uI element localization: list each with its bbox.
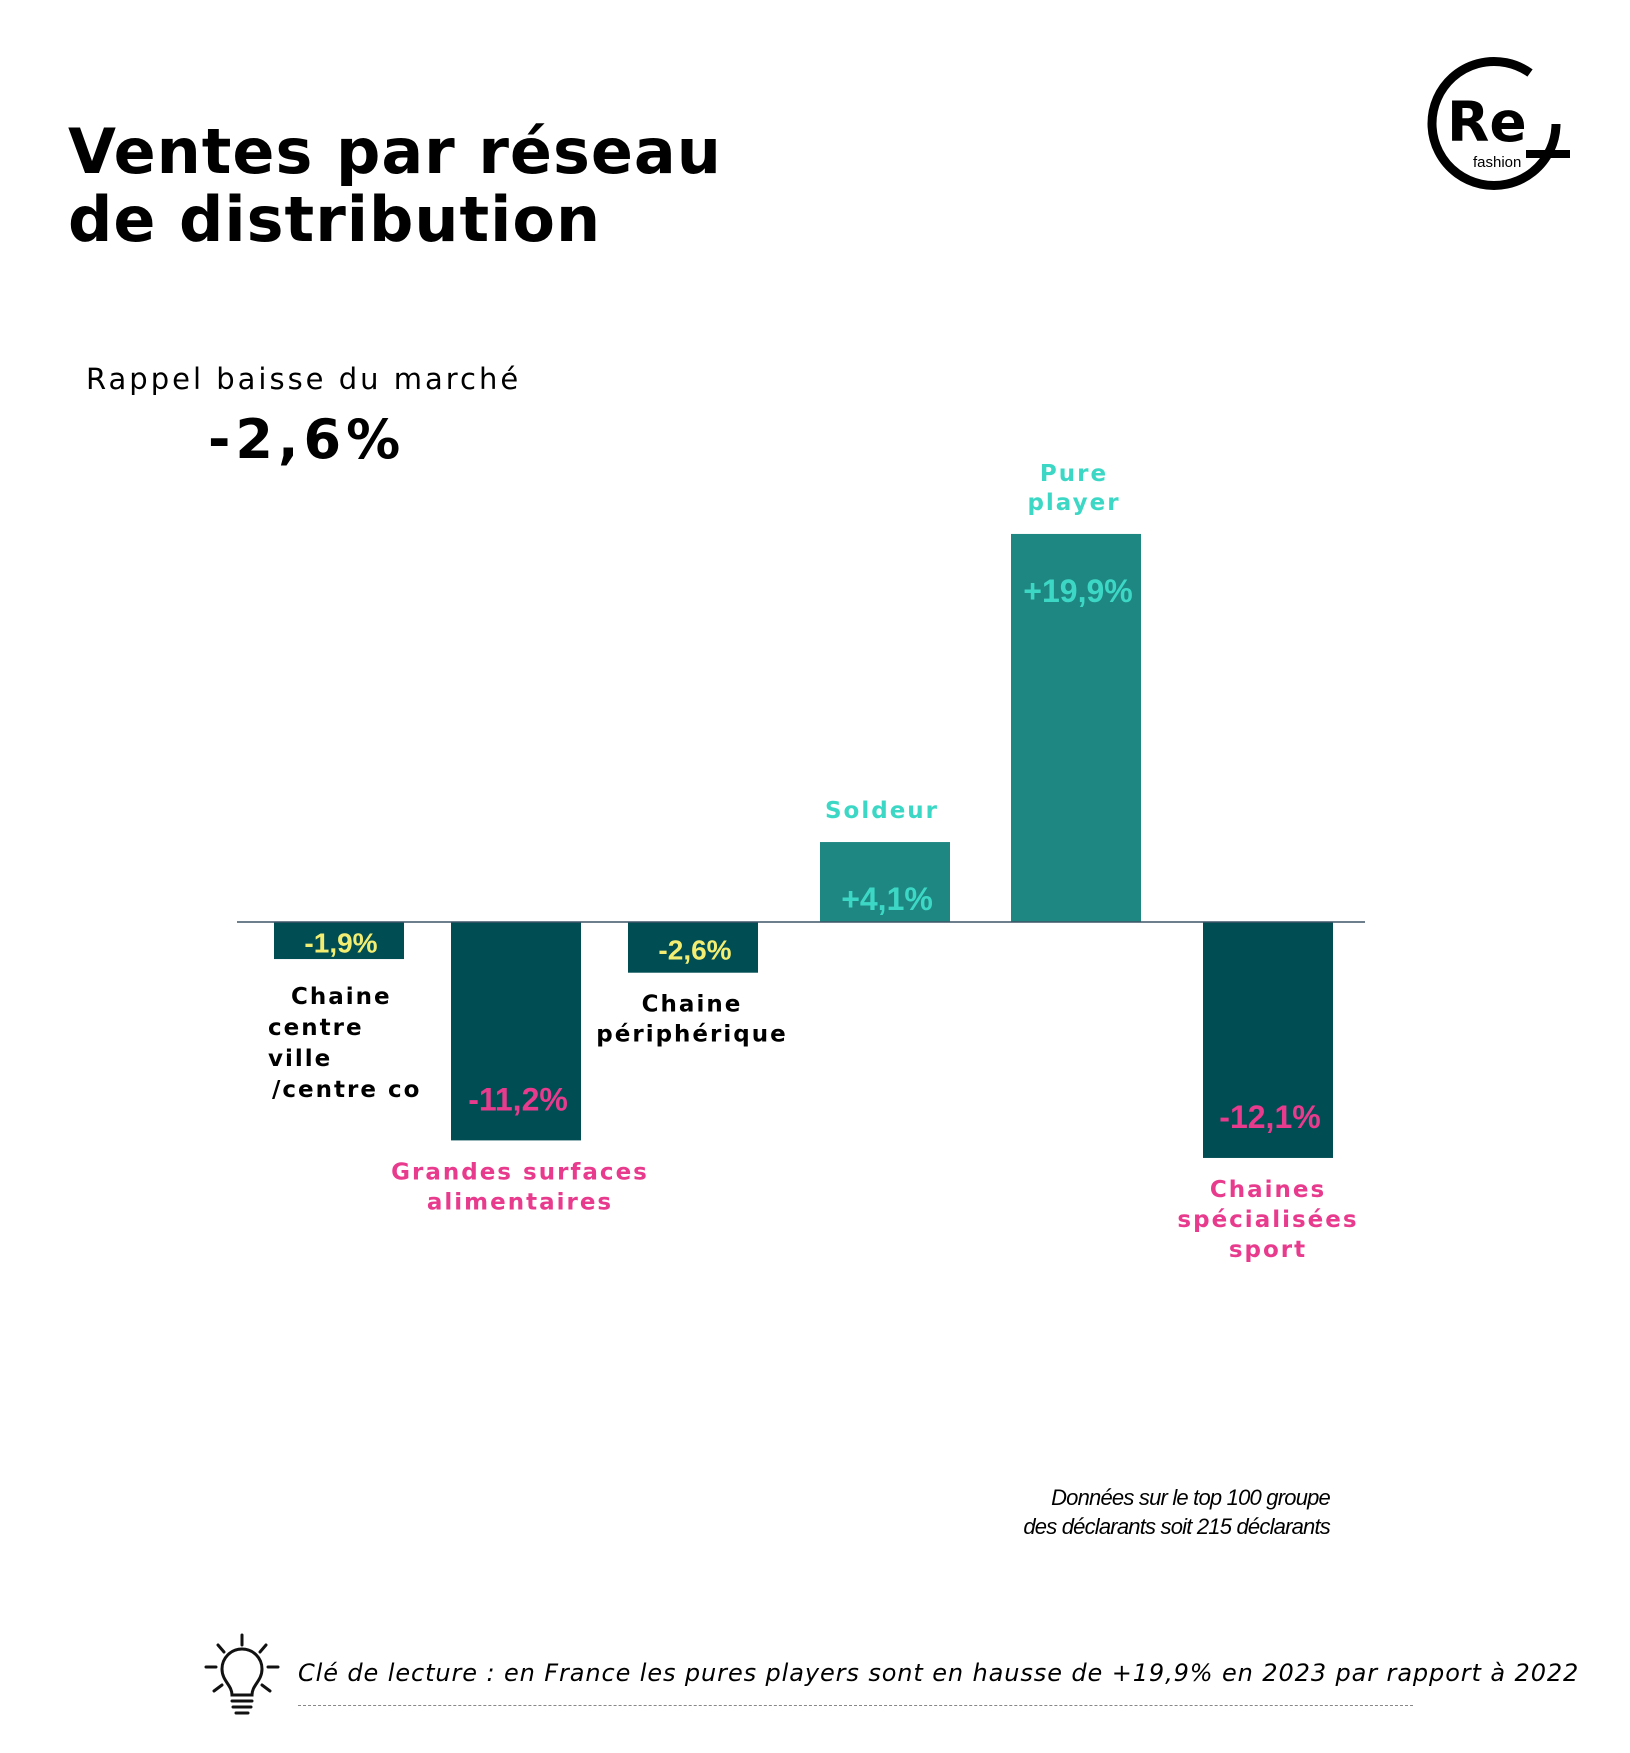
category-label-5-line-1: spécialisées	[1177, 1207, 1358, 1233]
refashion-logo: Re fashion	[1427, 56, 1570, 190]
market-recall-value: -2,6%	[208, 408, 406, 471]
category-label-0-line-2: ville	[268, 1046, 332, 1072]
value-label-3: +4,1%	[841, 881, 933, 917]
category-label-5-line-2: sport	[1229, 1237, 1307, 1263]
category-label-0-line-0: Chaine	[291, 984, 392, 1010]
category-label-1-line-0: Grandes surfaces	[391, 1159, 649, 1185]
logo-main-text: Re	[1447, 90, 1527, 154]
category-label-0-line-1: centre	[268, 1015, 364, 1041]
logo-sub-text: fashion	[1473, 154, 1521, 171]
bar-2	[628, 922, 758, 973]
value-label-2: -2,6%	[658, 934, 731, 965]
value-label-5: -12,1%	[1219, 1099, 1320, 1135]
note-line-1: Données sur le top 100 groupe	[1051, 1485, 1331, 1510]
category-label-1-line-1: alimentaires	[427, 1189, 613, 1215]
category-label-2-line-1: périphérique	[596, 1022, 787, 1048]
bar-chart: -1,9% Chaine centre ville/centre co -11,2% Gr…	[237, 461, 1365, 1263]
bar-1	[451, 922, 581, 1141]
lightbulb-icon	[204, 1633, 280, 1715]
category-label-5-line-0: Chaines	[1210, 1177, 1326, 1203]
reading-key-text: Clé de lecture : en France les pures pla…	[298, 1659, 1580, 1687]
bar-0	[274, 922, 404, 960]
market-recall-label: Rappel baisse du marché	[86, 362, 522, 396]
page-title: Ventes par réseau de distribution	[68, 115, 722, 256]
value-label-1: -11,2%	[468, 1081, 568, 1117]
value-label-0: -1,9%	[304, 928, 377, 959]
reading-key: Clé de lecture : en France les pures pla…	[200, 1633, 1578, 1715]
note-line-2: des déclarants soit 215 déclarants	[1023, 1514, 1330, 1539]
data-source-note: Données sur le top 100 groupe des déclar…	[900, 1483, 1330, 1541]
category-label-2-line-0: Chaine	[642, 992, 743, 1018]
bar-3	[820, 842, 950, 922]
bar-4	[1011, 533, 1141, 922]
category-label-3-line-0: Soldeur	[825, 798, 939, 824]
category-label-4-line-1: player	[1027, 490, 1120, 516]
reading-key-divider	[298, 1705, 1413, 1706]
category-label-4-line-0: Pure	[1040, 461, 1108, 487]
bar-5	[1203, 922, 1333, 1158]
value-label-4: +19,9%	[1023, 573, 1132, 609]
category-label-0-line-3: /centre co	[272, 1077, 421, 1103]
